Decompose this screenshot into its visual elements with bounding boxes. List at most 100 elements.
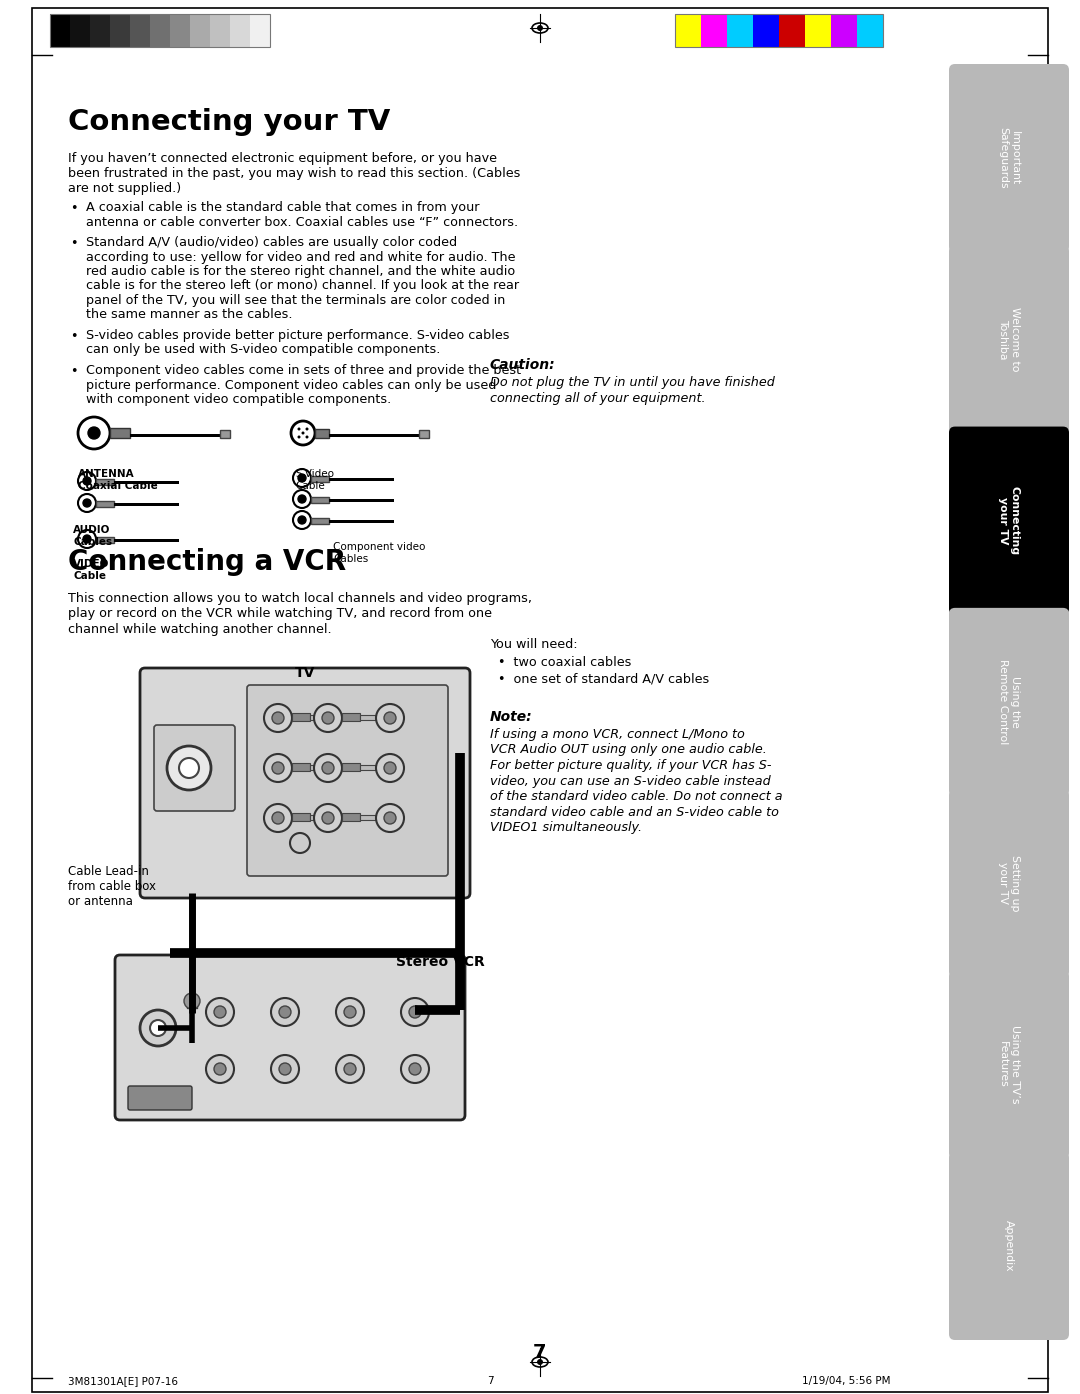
Text: For better picture quality, if your VCR has S-: For better picture quality, if your VCR … — [490, 758, 771, 772]
Bar — [360, 765, 376, 769]
Circle shape — [322, 712, 334, 723]
Circle shape — [314, 704, 342, 732]
Circle shape — [376, 704, 404, 732]
Circle shape — [87, 427, 100, 439]
Bar — [360, 815, 376, 820]
Bar — [311, 519, 329, 524]
Bar — [70, 14, 90, 47]
Bar — [310, 765, 326, 769]
Text: Component video
Cables: Component video Cables — [333, 542, 426, 563]
Text: Important
Safeguards: Important Safeguards — [998, 127, 1020, 190]
Circle shape — [83, 535, 91, 544]
Bar — [220, 429, 230, 438]
Circle shape — [272, 712, 284, 723]
Text: the same manner as the cables.: the same manner as the cables. — [86, 308, 293, 322]
Text: connecting all of your equipment.: connecting all of your equipment. — [490, 392, 705, 406]
Circle shape — [264, 754, 292, 782]
Circle shape — [264, 704, 292, 732]
Bar — [114, 503, 179, 506]
Text: 1/19/04, 5:56 PM: 1/19/04, 5:56 PM — [801, 1376, 890, 1386]
Circle shape — [306, 428, 309, 431]
Circle shape — [345, 1006, 356, 1018]
Bar — [50, 14, 70, 47]
Text: Using the
Remote Control: Using the Remote Control — [998, 659, 1020, 744]
Bar — [831, 14, 858, 47]
Circle shape — [314, 754, 342, 782]
Bar — [170, 14, 190, 47]
Circle shape — [384, 763, 396, 774]
Text: Do not plug the TV in until you have finished: Do not plug the TV in until you have fin… — [490, 376, 774, 389]
Bar — [329, 434, 419, 436]
Text: antenna or cable converter box. Coaxial cables use “F” connectors.: antenna or cable converter box. Coaxial … — [86, 216, 518, 229]
Circle shape — [271, 998, 299, 1026]
Bar — [96, 537, 114, 544]
Bar — [110, 14, 130, 47]
Text: VIDEO1 simultaneously.: VIDEO1 simultaneously. — [490, 821, 642, 834]
Text: ANTENNA
Coaxial Cable: ANTENNA Coaxial Cable — [78, 468, 158, 491]
Circle shape — [301, 432, 305, 435]
FancyBboxPatch shape — [949, 427, 1069, 615]
Text: AUDIO
Cables: AUDIO Cables — [73, 526, 112, 546]
Text: •: • — [70, 237, 78, 250]
Bar — [779, 14, 805, 47]
Circle shape — [279, 1064, 291, 1075]
Circle shape — [322, 763, 334, 774]
Bar — [701, 14, 727, 47]
Bar — [675, 14, 883, 47]
Bar — [858, 14, 883, 47]
Circle shape — [150, 1020, 166, 1036]
Circle shape — [384, 811, 396, 824]
Text: Cable Lead-in
from cable box
or antenna: Cable Lead-in from cable box or antenna — [68, 866, 156, 907]
Circle shape — [272, 811, 284, 824]
Text: red audio cable is for the stereo right channel, and the white audio: red audio cable is for the stereo right … — [86, 265, 515, 277]
Text: 3M81301A[E] P07-16: 3M81301A[E] P07-16 — [68, 1376, 178, 1386]
Circle shape — [179, 758, 199, 778]
Bar — [292, 763, 310, 771]
Bar — [50, 14, 270, 47]
Circle shape — [264, 804, 292, 832]
Text: video, you can use an S-video cable instead: video, you can use an S-video cable inst… — [490, 775, 771, 788]
Circle shape — [384, 712, 396, 723]
Text: Note:: Note: — [490, 710, 532, 723]
Bar — [187, 995, 197, 1008]
Circle shape — [401, 998, 429, 1026]
Circle shape — [376, 754, 404, 782]
Circle shape — [298, 474, 306, 482]
Bar — [315, 429, 329, 438]
Text: play or record on the VCR while watching TV, and record from one: play or record on the VCR while watching… — [68, 608, 492, 620]
Bar — [230, 14, 249, 47]
Bar — [310, 815, 326, 820]
Text: Standard A/V (audio/video) cables are usually color coded: Standard A/V (audio/video) cables are us… — [86, 236, 457, 250]
Bar — [419, 429, 429, 438]
Text: Connecting your TV: Connecting your TV — [68, 107, 390, 137]
Circle shape — [314, 804, 342, 832]
Text: •: • — [70, 365, 78, 378]
Circle shape — [297, 428, 300, 431]
Bar — [727, 14, 753, 47]
Text: Setting up
your TV: Setting up your TV — [998, 855, 1020, 912]
Bar — [249, 14, 270, 47]
Text: been frustrated in the past, you may wish to read this section. (Cables: been frustrated in the past, you may wis… — [68, 167, 521, 180]
FancyBboxPatch shape — [949, 245, 1069, 434]
FancyBboxPatch shape — [129, 1086, 192, 1110]
Circle shape — [298, 516, 306, 524]
Text: with component video compatible components.: with component video compatible componen… — [86, 393, 391, 406]
Bar — [110, 428, 130, 438]
Bar — [150, 14, 170, 47]
Text: Using the TV’s
Features: Using the TV’s Features — [998, 1026, 1020, 1104]
Bar — [292, 813, 310, 821]
Bar — [292, 712, 310, 721]
Text: of the standard video cable. Do not connect a: of the standard video cable. Do not conn… — [490, 790, 783, 803]
Bar — [360, 715, 376, 719]
Bar — [311, 475, 329, 482]
Circle shape — [214, 1064, 226, 1075]
Circle shape — [297, 435, 300, 439]
FancyBboxPatch shape — [247, 684, 448, 875]
Text: cable is for the stereo left (or mono) channel. If you look at the rear: cable is for the stereo left (or mono) c… — [86, 280, 519, 293]
Text: standard video cable and an S-video cable to: standard video cable and an S-video cabl… — [490, 806, 779, 818]
Circle shape — [271, 1055, 299, 1083]
FancyBboxPatch shape — [140, 668, 470, 898]
Text: TV: TV — [295, 666, 315, 680]
Text: •  two coaxial cables: • two coaxial cables — [498, 657, 632, 669]
Bar — [190, 14, 210, 47]
